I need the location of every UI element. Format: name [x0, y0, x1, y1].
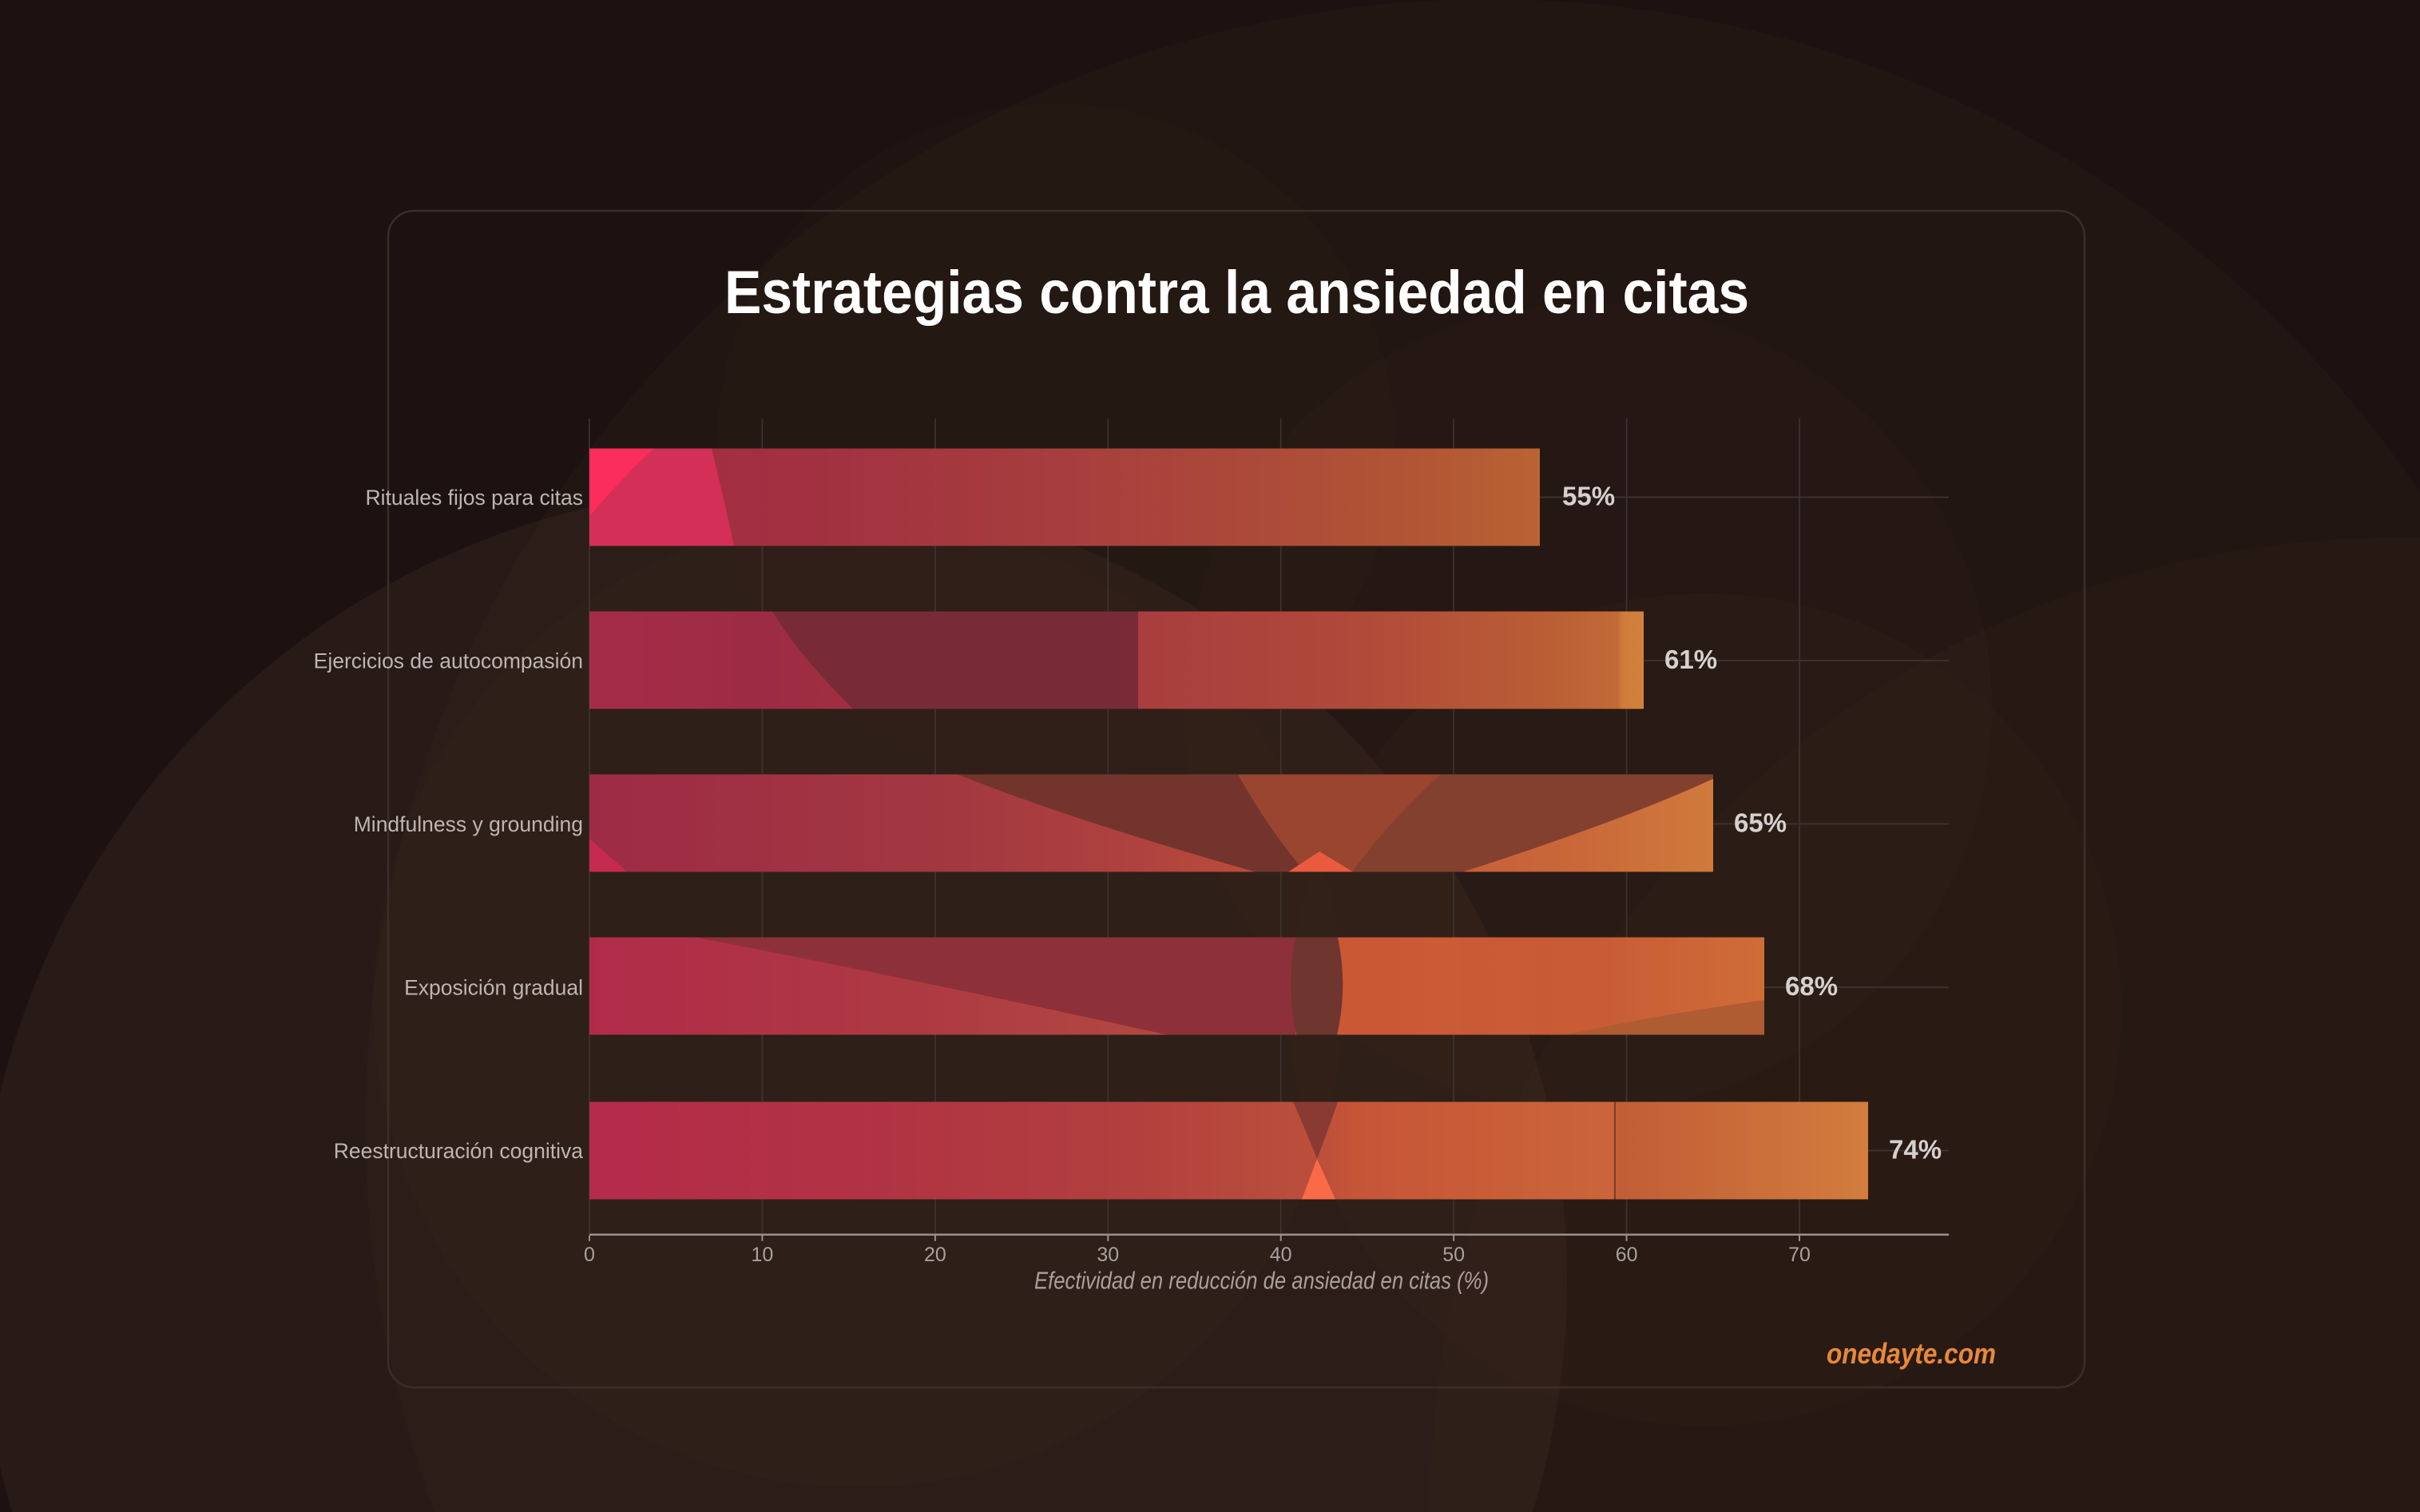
svg-text:55%: 55% — [1562, 482, 1615, 511]
svg-text:40: 40 — [1270, 1244, 1292, 1266]
svg-text:0: 0 — [584, 1244, 595, 1266]
svg-text:61%: 61% — [1664, 645, 1717, 674]
svg-text:74%: 74% — [1889, 1135, 1942, 1165]
svg-text:30: 30 — [1097, 1244, 1119, 1266]
svg-text:68%: 68% — [1785, 971, 1838, 1001]
svg-text:onedayte.com: onedayte.com — [1827, 1337, 1996, 1370]
svg-text:Estrategias contra la ansiedad: Estrategias contra la ansiedad en citas — [724, 259, 1749, 327]
svg-text:Mindfulness y grounding: Mindfulness y grounding — [354, 812, 583, 836]
svg-text:70: 70 — [1788, 1244, 1811, 1266]
svg-text:65%: 65% — [1734, 808, 1787, 838]
svg-text:60: 60 — [1616, 1244, 1638, 1266]
svg-text:Reestructuración cognitiva: Reestructuración cognitiva — [334, 1139, 584, 1163]
svg-text:50: 50 — [1442, 1244, 1465, 1266]
svg-text:Exposición gradual: Exposición gradual — [404, 976, 583, 1000]
svg-text:20: 20 — [924, 1244, 946, 1266]
svg-text:Efectividad en reducción de an: Efectividad en reducción de ansiedad en … — [1034, 1267, 1489, 1295]
svg-text:10: 10 — [751, 1244, 773, 1266]
svg-text:Rituales fijos para citas: Rituales fijos para citas — [366, 486, 583, 510]
svg-text:Ejercicios de autocompasión: Ejercicios de autocompasión — [314, 649, 583, 673]
